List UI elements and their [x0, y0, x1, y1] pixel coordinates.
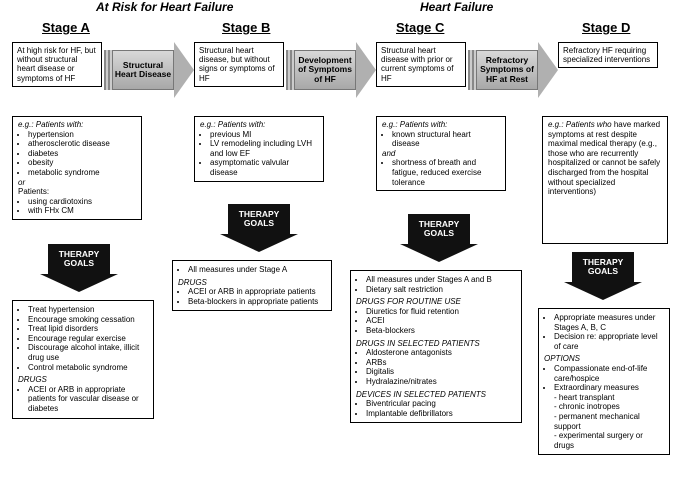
list-item: using cardiotoxins: [28, 197, 136, 207]
list-item: metabolic syndrome: [28, 168, 136, 178]
therapy-arrow-d: THERAPY GOALS: [564, 252, 642, 302]
stage-c-desc: Structural heart disease with prior or c…: [376, 42, 466, 87]
therapy-d-box: Appropriate measures under Stages A, B, …: [538, 308, 670, 455]
stage-d-examples: e.g.: Patients who have marked symptoms …: [542, 116, 668, 244]
list-item: known structural heart disease: [392, 130, 500, 149]
therapy-c-box: All measures under Stages A and BDietary…: [350, 270, 522, 423]
list-item: Discourage alcohol intake, illicit drug …: [28, 343, 148, 362]
list-item: Digitalis: [366, 367, 516, 377]
list-item: - permanent mechanical support: [554, 412, 664, 431]
stage-row: At high risk for HF, but without structu…: [0, 42, 680, 104]
therapy-arrow-c: THERAPY GOALS: [400, 214, 478, 264]
list-item: All measures under Stage A: [188, 265, 326, 275]
list-item: Hydralazine/nitrates: [366, 377, 516, 387]
list-item: with FHx CM: [28, 206, 136, 216]
therapy-arrow-a: THERAPY GOALS: [40, 244, 118, 294]
stage-c-header: Stage C: [396, 20, 444, 35]
list-item: Treat hypertension: [28, 305, 148, 315]
list-item: Biventricular pacing: [366, 399, 516, 409]
stage-d-desc: Refractory HF requiring specialized inte…: [558, 42, 658, 68]
list-item: atherosclerotic disease: [28, 139, 136, 149]
list-item: Implantable defibrillators: [366, 409, 516, 419]
stage-c-examples: e.g.: Patients with: known structural he…: [376, 116, 506, 191]
list-item: LV remodeling including LVH and low EF: [210, 139, 318, 158]
arrow-a-to-b: Structural Heart Disease: [104, 42, 198, 98]
stage-a-header: Stage A: [42, 20, 90, 35]
list-item: Treat lipid disorders: [28, 324, 148, 334]
list-item: diabetes: [28, 149, 136, 159]
therapy-arrow-b: THERAPY GOALS: [220, 204, 298, 254]
list-item: ACEI: [366, 316, 516, 326]
stage-d-header: Stage D: [582, 20, 630, 35]
group-header-hf: Heart Failure: [420, 0, 493, 14]
group-header-risk: At Risk for Heart Failure: [96, 0, 233, 14]
list-item: - experimental surgery or drugs: [554, 431, 664, 450]
list-item: asymptomatic valvular disease: [210, 158, 318, 177]
list-item: shortness of breath and fatigue, reduced…: [392, 158, 500, 187]
list-item: Control metabolic syndrome: [28, 363, 148, 373]
list-item: Appropriate measures under Stages A, B, …: [554, 313, 664, 332]
list-item: Encourage smoking cessation: [28, 315, 148, 325]
list-item: - chronic inotropes: [554, 402, 664, 412]
therapy-a-box: Treat hypertensionEncourage smoking cess…: [12, 300, 154, 419]
list-item: Beta-blockers: [366, 326, 516, 336]
list-item: Aldosterone antagonists: [366, 348, 516, 358]
list-item: - heart transplant: [554, 393, 664, 403]
list-item: Beta-blockers in appropriate patients: [188, 297, 326, 307]
stage-b-examples: e.g.: Patients with: previous MILV remod…: [194, 116, 324, 182]
stage-b-header: Stage B: [222, 20, 270, 35]
arrow-c-to-d: Refractory Symptoms of HF at Rest: [468, 42, 562, 98]
list-item: All measures under Stages A and B: [366, 275, 516, 285]
therapy-b-box: All measures under Stage A DRUGS ACEI or…: [172, 260, 332, 311]
list-item: Diuretics for fluid retention: [366, 307, 516, 317]
list-item: Dietary salt restriction: [366, 285, 516, 295]
list-item: hypertension: [28, 130, 136, 140]
list-item: previous MI: [210, 130, 318, 140]
list-item: Decision re: appropriate level of care: [554, 332, 664, 351]
list-item: ACEI or ARB in appropriate patients for …: [28, 385, 148, 414]
list-item: Encourage regular exercise: [28, 334, 148, 344]
arrow-b-to-c: Development of Symptoms of HF: [286, 42, 380, 98]
list-item: Extraordinary measures: [554, 383, 664, 393]
stage-b-desc: Structural heart disease, but without si…: [194, 42, 284, 87]
list-item: ACEI or ARB in appropriate patients: [188, 287, 326, 297]
list-item: ARBs: [366, 358, 516, 368]
stage-a-examples: e.g.: Patients with: hypertensionatheros…: [12, 116, 142, 220]
list-item: obesity: [28, 158, 136, 168]
list-item: Compassionate end-of-life care/hospice: [554, 364, 664, 383]
stage-a-desc: At high risk for HF, but without structu…: [12, 42, 102, 87]
